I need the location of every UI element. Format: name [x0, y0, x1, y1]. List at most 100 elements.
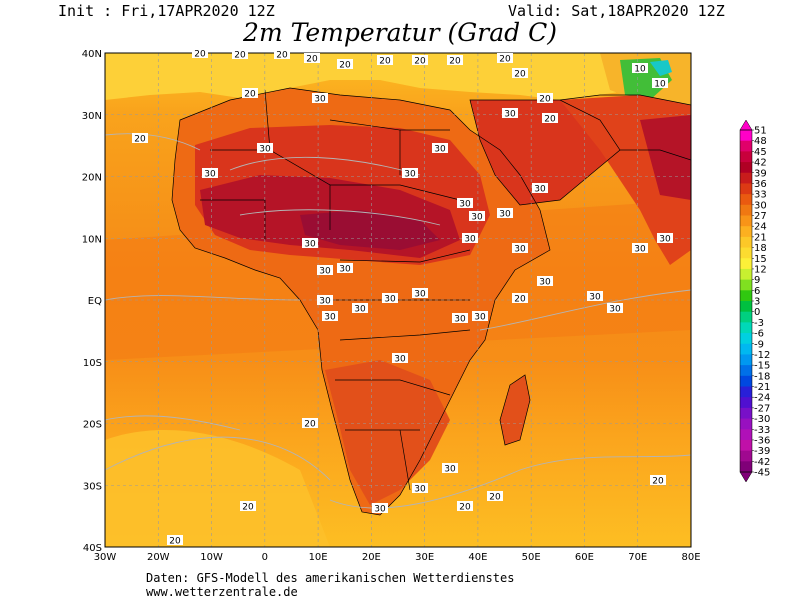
- colorbar-label: 12: [754, 264, 767, 275]
- isotherm-label: 20: [302, 418, 318, 430]
- colorbar-swatch: [740, 418, 752, 430]
- svg-text:30: 30: [384, 295, 396, 305]
- svg-text:20: 20: [449, 57, 461, 67]
- isotherm-label: 30: [452, 313, 468, 325]
- svg-text:30: 30: [539, 278, 551, 288]
- isotherm-label: 30: [469, 211, 485, 223]
- colorbar-label: -12: [754, 350, 770, 361]
- isotherm-label: 20: [232, 49, 248, 61]
- isotherm-label: 30: [322, 311, 338, 323]
- svg-text:30: 30: [414, 290, 426, 300]
- cool-south-atlantic: [105, 430, 330, 547]
- colorbar-swatch: [740, 322, 752, 334]
- svg-text:20: 20: [194, 50, 206, 60]
- isotherm-label: 30: [352, 303, 368, 315]
- india-very-hot: [640, 115, 691, 200]
- isotherm-label: 30: [462, 233, 478, 245]
- colorbar-swatch: [740, 162, 752, 174]
- country-borders: [171, 87, 691, 516]
- isotherm-label: 30: [317, 295, 333, 307]
- colorbar-label: 9: [754, 275, 760, 286]
- colorbar-label: 21: [754, 232, 767, 243]
- svg-text:30: 30: [459, 200, 471, 210]
- longitude-label: 10W: [200, 552, 223, 563]
- isotherm-label: 30: [202, 168, 218, 180]
- map-title: 2m Temperatur (Grad C): [243, 18, 557, 47]
- svg-text:30: 30: [514, 245, 526, 255]
- longitude-label: 70E: [628, 552, 647, 563]
- latitude-label: 40N: [82, 49, 102, 60]
- colorbar-swatch: [740, 172, 752, 184]
- svg-text:20: 20: [544, 115, 556, 125]
- svg-text:30: 30: [259, 145, 271, 155]
- latitude-label: EQ: [88, 296, 102, 307]
- colorbar-label: 30: [754, 200, 767, 211]
- svg-text:30: 30: [634, 245, 646, 255]
- colorbar-label: 15: [754, 254, 767, 265]
- colorbar-label: -24: [754, 393, 770, 404]
- colorbar-label: 18: [754, 243, 767, 254]
- isotherm-label: 20: [447, 55, 463, 67]
- colorbar-label: 33: [754, 190, 767, 201]
- colorbar-swatch: [740, 290, 752, 302]
- colorbar-swatch: [740, 194, 752, 206]
- latitude-label: 10S: [83, 358, 102, 369]
- isotherm-label: 30: [312, 93, 328, 105]
- isotherm-label: 30: [537, 276, 553, 288]
- longitude-label: 20E: [362, 552, 381, 563]
- isotherm-label: 20: [132, 133, 148, 145]
- colorbar-swatch: [740, 301, 752, 313]
- colorbar-label: -45: [754, 468, 770, 479]
- colorbar-label: 51: [754, 126, 767, 137]
- isotherm-label: 20: [192, 48, 208, 60]
- isotherm-label: 30: [632, 243, 648, 255]
- isotherm-label: 30: [302, 238, 318, 250]
- svg-text:30: 30: [444, 465, 456, 475]
- colorbar-label: -39: [754, 446, 770, 457]
- svg-text:30: 30: [609, 305, 621, 315]
- colorbar-label: -18: [754, 371, 770, 382]
- isotherm-label: 20: [457, 501, 473, 513]
- svg-text:30: 30: [434, 145, 446, 155]
- isotherm-label: 30: [392, 353, 408, 365]
- latitude-label: 40S: [83, 543, 102, 554]
- colorbar-swatch: [740, 247, 752, 259]
- colorbar-swatch: [740, 279, 752, 291]
- isotherm-label: 30: [257, 143, 273, 155]
- svg-text:20: 20: [414, 57, 426, 67]
- colorbar-swatch: [740, 215, 752, 227]
- colorbar-label: -27: [754, 403, 770, 414]
- isotherm-label: 30: [317, 265, 333, 277]
- colorbar-label: -3: [754, 318, 764, 329]
- colorbar-swatch: [740, 343, 752, 355]
- svg-text:30: 30: [504, 110, 516, 120]
- isotherm-label: 20: [240, 501, 256, 513]
- isotherm-label: 20: [167, 535, 183, 547]
- isotherm-label: 30: [382, 293, 398, 305]
- isotherm-label: 20: [512, 293, 528, 305]
- source-url[interactable]: www.wetterzentrale.de: [146, 585, 298, 599]
- isotherm-label: 20: [242, 88, 258, 100]
- svg-text:30: 30: [589, 293, 601, 303]
- colorbar-label: 0: [754, 307, 760, 318]
- svg-text:30: 30: [314, 95, 326, 105]
- colorbar-swatch: [740, 140, 752, 152]
- colorbar-label: -30: [754, 414, 770, 425]
- longitude-label: 40E: [468, 552, 487, 563]
- isotherm-label: 30: [532, 183, 548, 195]
- svg-text:20: 20: [499, 55, 511, 65]
- longitude-label: 60E: [575, 552, 594, 563]
- colorbar-label: -36: [754, 435, 770, 446]
- colorbar-swatch: [740, 407, 752, 420]
- svg-text:30: 30: [471, 213, 483, 223]
- svg-text:30: 30: [374, 505, 386, 515]
- longitude-label: 20W: [147, 552, 170, 563]
- colorbar-swatch: [740, 204, 752, 216]
- svg-text:20: 20: [379, 57, 391, 67]
- isotherm-label: 10: [632, 63, 648, 75]
- svg-text:20: 20: [276, 51, 288, 61]
- colorbar-swatch: [740, 450, 752, 462]
- svg-text:30: 30: [324, 313, 336, 323]
- isotherm-label: 20: [412, 55, 428, 67]
- svg-text:20: 20: [489, 493, 501, 503]
